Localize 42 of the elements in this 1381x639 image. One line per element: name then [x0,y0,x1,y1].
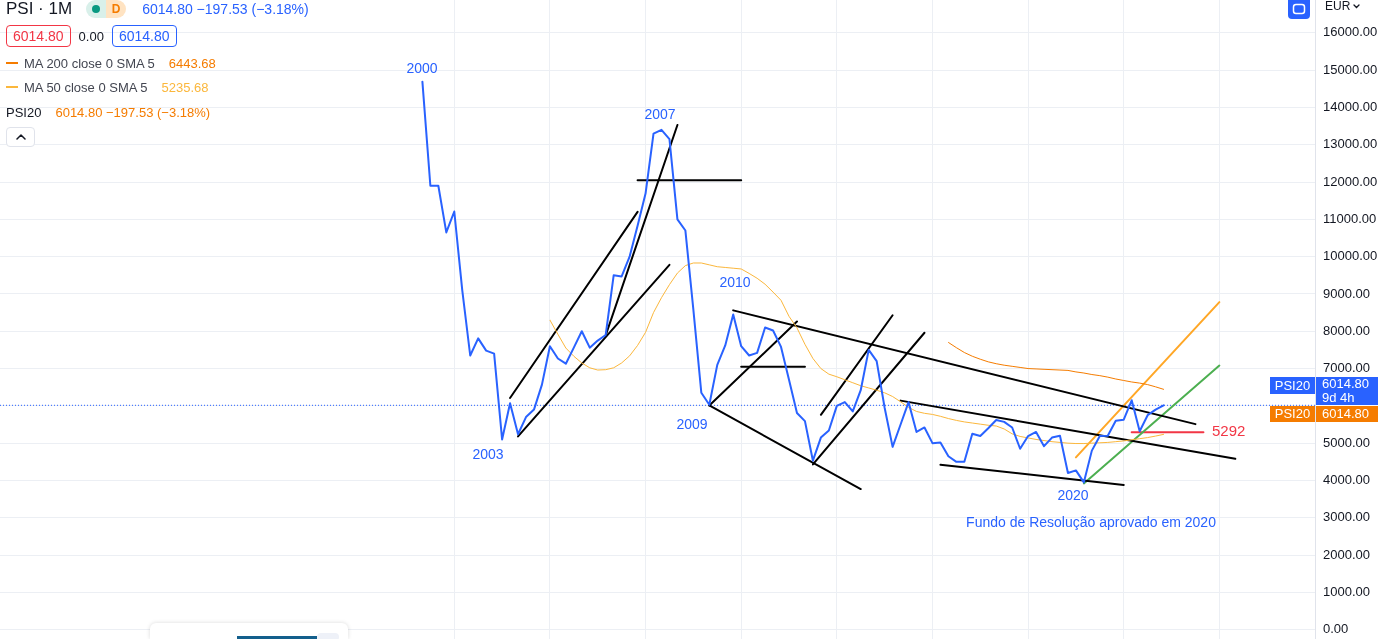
y-tick-label: 7000.00 [1323,360,1370,376]
annotation: 2007 [644,105,676,122]
chart-title: PSI · 1M [6,0,73,19]
annotation: 2010 [719,273,751,290]
annotation: 2003 [472,445,504,462]
annotation: D [106,0,127,18]
text: 6014.80 [1322,376,1370,391]
y-tick-label: 8000.00 [1323,322,1370,338]
y-tick-label: 1000.00 [1323,583,1370,599]
y-tick-label: 13000.00 [1323,136,1378,152]
annotation: 5292 [1212,422,1246,440]
annotation: 2000 [406,59,438,76]
text: EUR [1325,0,1351,13]
annotation: 5235.68 [161,79,209,95]
y-tick-label: 11000.00 [1323,210,1377,226]
text: 6014.80 [1316,406,1378,422]
y-tick-label: 15000.00 [1323,61,1378,77]
y-tick-label: 9000.00 [1323,285,1370,301]
annotation: 6443.68 [168,55,216,71]
y-tick-label: 5000.00 [1323,434,1370,450]
y-tick-label: 12000.00 [1323,173,1378,189]
annotation: 0.00 [78,28,104,44]
annotation: 2020 [1057,486,1089,503]
annotation: 2009 [676,415,708,432]
y-tick-label: 0.00 [1323,621,1349,637]
price-field: 6014.80 [111,25,177,47]
annotation: PSI20 [1270,406,1315,422]
legend-label: MA 50 close 0 SMA 5 [24,79,148,95]
y-tick-label: 4000.00 [1323,472,1370,488]
price-field: 6014.80 [6,25,71,47]
y-tick-label: 14000.00 [1323,99,1378,115]
annotation: PSI20 [1270,377,1315,394]
chart-subtitle: 6014.80 −197.53 (−3.18%) [142,1,309,17]
annotation: PSI20 [6,104,42,120]
y-tick-label: 2000.00 [1323,546,1370,562]
legend-label: MA 200 close 0 SMA 5 [24,55,155,71]
y-tick-label: 16000.00 [1323,24,1378,40]
y-tick-label: 3000.00 [1323,509,1370,525]
annotation: Fundo de Resolução aprovado em 2020 [966,513,1217,530]
y-tick-label: 10000.00 [1323,248,1378,264]
text: 9d 4h [1322,390,1356,405]
annotation: 6014.80 −197.53 (−3.18%) [55,104,211,120]
